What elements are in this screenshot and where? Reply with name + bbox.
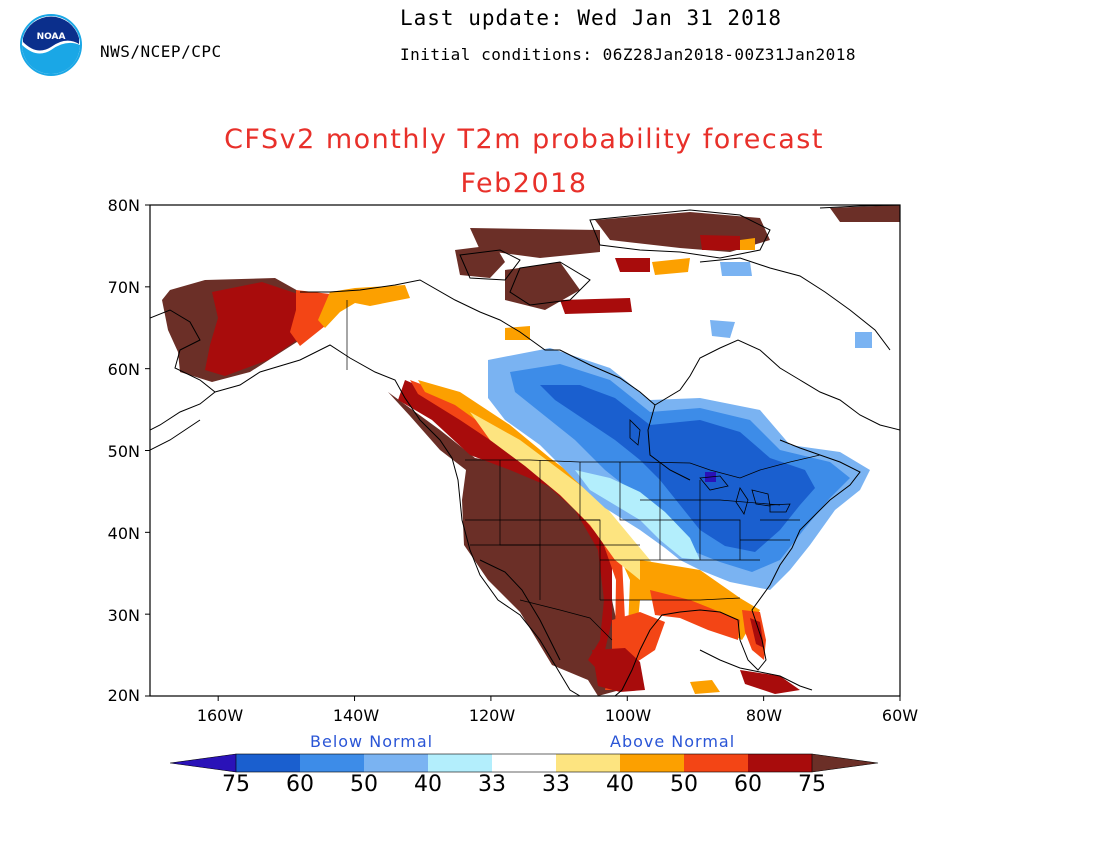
- legend-swatch-above-40: [620, 754, 684, 772]
- legend-above-normal-label: Above Normal: [610, 732, 736, 751]
- legend-swatch-neutral: [492, 754, 556, 772]
- arctic-coast-warm: [350, 285, 410, 306]
- coastlines: [150, 205, 900, 696]
- legend-swatch-below-75: [170, 754, 236, 772]
- chart-title: CFSv2 monthly T2m probability forecast: [224, 124, 824, 155]
- west-warm-brown: [388, 392, 620, 696]
- gulf-warm-red: [650, 590, 740, 640]
- arctic-cold-2: [855, 332, 872, 348]
- lon-label-60w: 60W: [881, 706, 919, 725]
- arctic-warm-brown-5: [830, 205, 900, 222]
- legend-swatch-above-75: [812, 754, 878, 772]
- legend-tick-10: 75: [798, 772, 826, 797]
- legend-tick-2: 60: [286, 772, 314, 797]
- legend-swatch-above-50: [684, 754, 748, 772]
- lon-label-160w: 160W: [196, 706, 244, 725]
- legend-tick-8: 50: [670, 772, 698, 797]
- initial-conditions-text: Initial conditions: 06Z28Jan2018-00Z31Ja…: [400, 45, 856, 64]
- arctic-warm-orange-1: [505, 326, 530, 340]
- west-warm-dark: [398, 380, 612, 668]
- legend-tick-1: 75: [222, 772, 250, 797]
- legend-swatch-above-60: [748, 754, 812, 772]
- caribbean-warm: [740, 670, 800, 694]
- alaska-warm-orange: [318, 288, 360, 328]
- legend-tick-3: 50: [350, 772, 378, 797]
- lon-label-120w: 120W: [468, 706, 516, 725]
- cuba-warm-orange: [690, 680, 720, 694]
- cold-light-south: [575, 470, 700, 560]
- arctic-warm-red-2: [615, 258, 650, 272]
- arctic-warm-brown-1: [455, 245, 505, 278]
- lat-label-20n: 20N: [107, 686, 140, 705]
- arctic-warm-orange-2: [652, 258, 690, 275]
- arctic-warm-red-3: [700, 235, 740, 250]
- legend-tick-5: 33: [478, 772, 506, 797]
- lat-label-30n: 30N: [107, 606, 140, 625]
- legend-tick-9: 60: [734, 772, 762, 797]
- mexico-warm-dark: [592, 648, 645, 692]
- lat-label-40n: 40N: [107, 524, 140, 543]
- legend-tick-4: 40: [414, 772, 442, 797]
- arctic-warm-red-1: [560, 298, 632, 314]
- political-borders: [346, 300, 821, 641]
- legend-swatch-above-33: [556, 754, 620, 772]
- arctic-warm-brown-3: [470, 228, 600, 258]
- lakes: [629, 419, 791, 515]
- alaska-warm-dark: [205, 282, 318, 376]
- lon-label-100w: 100W: [604, 706, 652, 725]
- arctic-warm-orange-3: [740, 238, 755, 250]
- cold-dark: [540, 385, 815, 552]
- legend-below-normal-label: Below Normal: [310, 732, 434, 751]
- last-update-text: Last update: Wed Jan 31 2018: [400, 6, 783, 30]
- legend-tick-6: 33: [542, 772, 570, 797]
- lat-label-60n: 60N: [107, 360, 140, 379]
- legend-swatch-below-50: [300, 754, 364, 772]
- lon-label-80w: 80W: [745, 706, 783, 725]
- arctic-cold-1: [720, 262, 752, 276]
- noaa-logo: NOAA: [20, 14, 82, 76]
- chart-subtitle: Feb2018: [460, 168, 588, 199]
- arctic-warm-brown-2: [505, 262, 580, 310]
- lat-label-50n: 50N: [107, 442, 140, 461]
- arctic-cold-3: [710, 320, 735, 338]
- agency-label: NWS/NCEP/CPC: [100, 42, 222, 61]
- plains-warm-yellow: [470, 412, 660, 580]
- legend-swatch-below-60: [236, 754, 300, 772]
- florida-warm-dark: [750, 618, 764, 648]
- axis-ticks: [145, 204, 901, 701]
- lat-label-80n: 80N: [107, 196, 140, 215]
- legend-swatch-below-40: [364, 754, 428, 772]
- legend-tick-7: 40: [606, 772, 634, 797]
- legend-colorbar: [170, 753, 879, 773]
- logo-lettering: NOAA: [37, 32, 66, 42]
- legend-swatch-below-33: [428, 754, 492, 772]
- lon-label-140w: 140W: [332, 706, 380, 725]
- lat-label-70n: 70N: [107, 278, 140, 297]
